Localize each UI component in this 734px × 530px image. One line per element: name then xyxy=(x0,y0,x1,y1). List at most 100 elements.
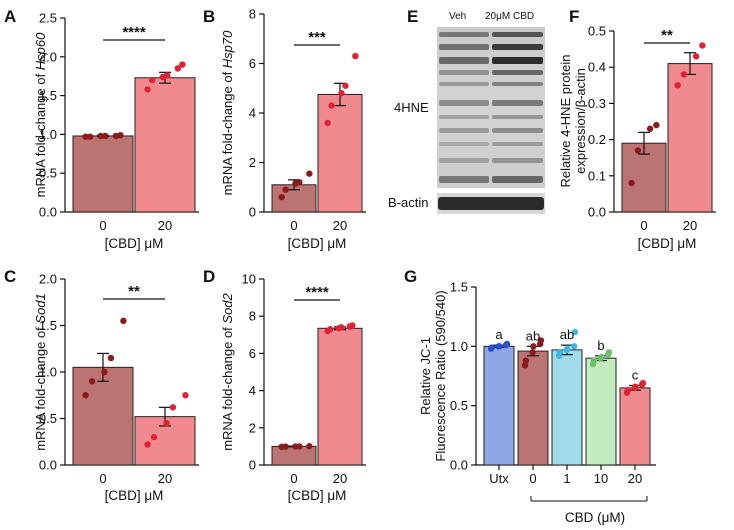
x-tick-label: 20 xyxy=(333,218,347,233)
data-point xyxy=(107,354,115,362)
data-point xyxy=(529,349,536,356)
y-axis-label-gene: Hsp70 xyxy=(220,30,235,68)
data-point xyxy=(163,419,170,427)
y-axis-label: mRNA fold-change of Hsp70 xyxy=(220,30,235,196)
data-point xyxy=(571,328,579,336)
data-point xyxy=(148,76,156,84)
data-point xyxy=(634,147,642,154)
blot-label-actin: B-actin xyxy=(388,195,428,210)
y-tick-label: 1.5 xyxy=(39,318,57,333)
data-point xyxy=(674,82,681,89)
data-point xyxy=(282,186,289,193)
y-axis-label-line: expression/β-actin xyxy=(573,68,588,174)
bar xyxy=(483,345,515,466)
y-tick-label: 0.5 xyxy=(588,24,606,39)
blot-band xyxy=(492,57,543,64)
significance-stars: **** xyxy=(122,24,146,41)
y-tick-label: 6 xyxy=(249,56,256,71)
blot-band xyxy=(492,158,543,163)
bar xyxy=(619,387,651,466)
chart-panel-d: 0 2 4 6 8 10 0 20 **** mRNA fold-change of Sod2 [C… xyxy=(220,272,366,503)
data-point xyxy=(624,387,632,394)
y-tick-label: 0 xyxy=(249,458,256,473)
y-tick-label: 0.1 xyxy=(588,168,606,183)
y-tick-label: 1.0 xyxy=(39,365,57,380)
data-point xyxy=(598,353,605,361)
y-tick-label: 0.4 xyxy=(588,60,606,75)
y-tick-label: 4 xyxy=(249,106,256,121)
significance-stars: *** xyxy=(308,29,326,46)
data-point xyxy=(537,337,545,344)
data-point xyxy=(680,71,688,78)
bar xyxy=(517,350,549,466)
data-point xyxy=(296,443,303,450)
data-point xyxy=(326,326,334,333)
data-point xyxy=(117,131,124,139)
y-tick-label: 2 xyxy=(249,420,256,435)
blot-label-4hne: 4HNE xyxy=(394,100,429,115)
y-tick-label: 0.0 xyxy=(39,205,57,220)
bar xyxy=(72,135,134,213)
x-axis-label: [CBD] μM xyxy=(288,488,347,503)
data-point xyxy=(306,443,313,450)
y-axis-label-gene: Sod2 xyxy=(220,292,235,323)
data-point xyxy=(349,322,356,329)
blot-band xyxy=(439,100,489,106)
blot-band xyxy=(492,176,543,183)
data-point xyxy=(521,362,529,369)
data-point xyxy=(164,72,171,79)
y-tick-label: 1.5 xyxy=(450,280,468,295)
data-point xyxy=(306,170,313,177)
group-letter: b xyxy=(597,338,604,353)
y-tick-label: 1.0 xyxy=(450,339,468,354)
blot-band xyxy=(439,128,489,133)
x-axis-label: [CBD] μM xyxy=(105,488,164,503)
y-tick-label: 2.0 xyxy=(39,49,57,64)
data-point xyxy=(278,193,285,201)
blot-band xyxy=(439,115,489,119)
y-tick-label: 0.0 xyxy=(588,205,606,220)
data-point xyxy=(82,392,89,399)
y-tick-label: 8 xyxy=(249,309,256,324)
y-axis-label-text: mRNA fold-change of xyxy=(33,70,48,197)
x-tick-label: 0 xyxy=(99,471,106,486)
panel-label-e: E xyxy=(407,7,418,26)
x-tick-label: 10 xyxy=(594,471,608,486)
y-tick-label: 10 xyxy=(242,272,256,287)
blot-band xyxy=(439,176,489,183)
y-axis-label: Relative 4-HNE proteinexpression/β-actin xyxy=(558,55,588,188)
data-point xyxy=(342,82,349,89)
blot-bands xyxy=(439,32,543,183)
x-axis-label: [CBD] μM xyxy=(288,236,347,251)
x-tick-label: 0 xyxy=(99,218,106,233)
y-tick-label: 0.5 xyxy=(450,398,468,413)
x-tick-label: Utx xyxy=(489,471,509,486)
data-point xyxy=(503,340,511,348)
group-letter: c xyxy=(632,367,639,382)
bar xyxy=(134,77,196,213)
y-axis-label-line: Relative 4-HNE protein xyxy=(558,55,573,188)
chart-panel-g: 0.0 0.5 1.0 1.5 Utx a 0 ab 1 ab 10 b 20 c Relative JC-… xyxy=(418,280,656,525)
x-tick-label: 20 xyxy=(158,218,172,233)
data-point xyxy=(496,343,503,350)
y-tick-label: 0.0 xyxy=(450,458,468,473)
significance-stars: **** xyxy=(305,284,329,301)
data-point xyxy=(150,433,158,441)
blot-membrane-4hne xyxy=(437,27,545,188)
y-axis-label: Relative JC-1Fluorescence Ratio (590/540… xyxy=(418,290,448,461)
data-point xyxy=(556,349,564,356)
y-tick-label: 2.0 xyxy=(39,272,57,287)
data-point xyxy=(179,61,186,68)
data-point xyxy=(296,179,303,186)
blot-band xyxy=(492,142,543,146)
data-point xyxy=(564,345,571,352)
y-tick-label: 0 xyxy=(249,205,256,220)
y-tick-label: 2 xyxy=(249,155,256,170)
y-axis-label-line: Fluorescence Ratio (590/540) xyxy=(433,290,448,461)
data-point xyxy=(530,343,537,350)
panel-label-f: F xyxy=(569,7,579,26)
data-point xyxy=(144,441,151,448)
data-point xyxy=(522,357,530,364)
data-point xyxy=(324,119,331,127)
x-tick-label: 1 xyxy=(563,471,570,486)
